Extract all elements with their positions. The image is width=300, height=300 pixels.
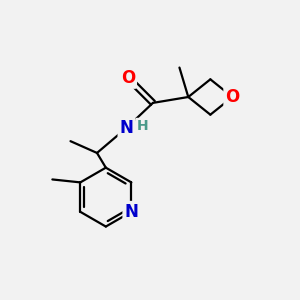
- Text: O: O: [121, 69, 135, 87]
- Text: N: N: [124, 203, 138, 221]
- Text: O: O: [225, 88, 240, 106]
- Text: H: H: [137, 119, 148, 134]
- Text: N: N: [119, 119, 134, 137]
